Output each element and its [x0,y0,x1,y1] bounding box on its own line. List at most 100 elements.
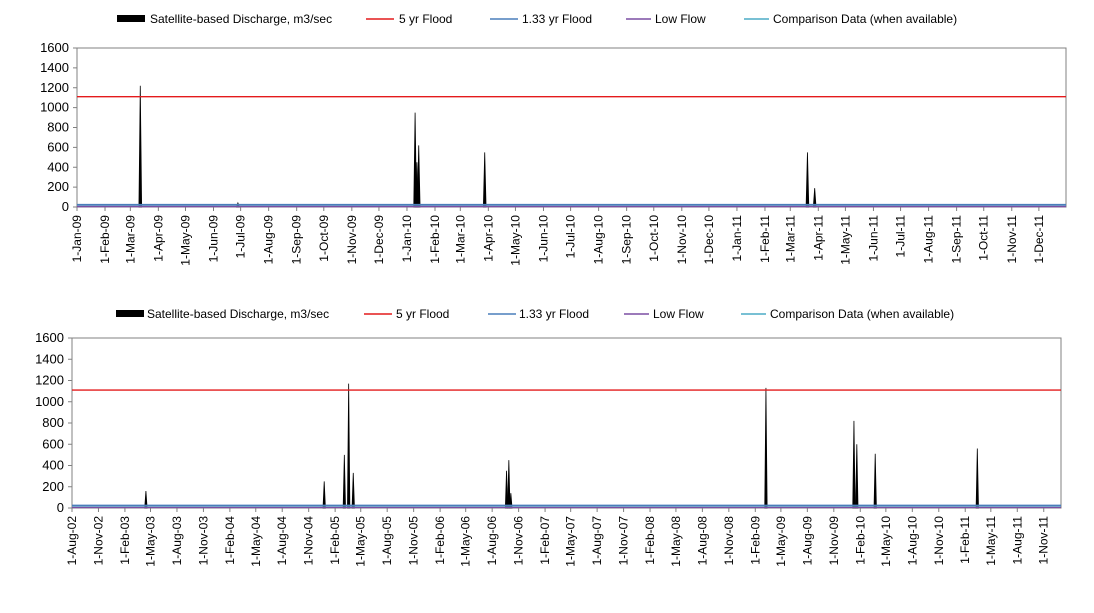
discharge-peak [975,448,979,509]
x-tick-label: 1-May-06 [459,516,473,567]
x-tick-label: 1-Nov-06 [512,516,526,566]
legend-swatch-discharge [116,310,144,317]
discharge-peak [507,460,511,509]
y-tick-label: 1600 [35,330,64,345]
y-tick-label: 400 [42,458,64,473]
x-tick-label: 1-May-10 [508,215,522,266]
y-tick-label: 1000 [35,394,64,409]
legend-label-comparison: Comparison Data (when available) [770,307,954,321]
y-tick-label: 0 [57,500,64,515]
x-tick-label: 1-Aug-10 [592,215,606,265]
x-tick-label: 1-Feb-08 [643,516,657,565]
x-tick-label: 1-Aug-10 [905,516,919,566]
x-tick-label: 1-Apr-10 [481,215,495,262]
x-tick-label: 1-Aug-03 [170,516,184,566]
x-tick-label: 1-Nov-11 [1005,215,1019,264]
x-tick-label: 1-May-08 [669,516,683,567]
x-tick-label: 1-Feb-03 [118,516,132,565]
x-tick-label: 1-Aug-05 [380,516,394,566]
x-tick-label: 1-Feb-07 [538,516,552,565]
x-tick-label: 1-May-07 [564,516,578,567]
y-tick-label: 1400 [35,351,64,366]
x-tick-label: 1-May-11 [838,215,852,265]
y-tick-label: 1600 [40,40,69,55]
x-tick-label: 1-Nov-10 [675,215,689,265]
legend-bottom: Satellite-based Discharge, m3/sec 5 yr F… [116,307,954,321]
discharge-peak [482,152,487,208]
discharge-peak [138,85,143,208]
x-tick-label: 1-Jul-11 [894,215,908,258]
x-tick-label: 1-Aug-07 [590,516,604,566]
legend-label-flood133: 1.33 yr Flood [519,307,589,321]
discharge-peak [322,481,326,509]
x-tick-label: 1-Mar-09 [123,215,137,264]
x-tick-label: 1-Nov-09 [827,516,841,566]
x-tick-label: 1-Jun-10 [536,215,550,263]
x-tick-label: 1-Nov-02 [91,516,105,566]
y-tick-label: 800 [47,120,69,135]
x-tick-label: 1-Aug-04 [275,516,289,566]
y-tick-label: 1400 [40,60,69,75]
x-tick-label: 1-Jul-09 [234,215,248,259]
x-tick-label: 1-Nov-05 [407,516,421,566]
x-tick-label: 1-Aug-11 [922,215,936,264]
x-tick-label: 1-Nov-09 [345,215,359,265]
discharge-peak [805,152,810,208]
legend-label-lowflow: Low Flow [655,12,706,26]
y-tick-label: 0 [62,199,69,214]
y-tick-label: 1200 [35,373,64,388]
x-tick-label: 1-Apr-09 [151,215,165,262]
discharge-peak [342,454,346,509]
x-tick-label: 1-Aug-09 [800,516,814,566]
chart-top: 0 200 400 600 800 1000 1200 1400 1600 1-Jan-09 1-F… [40,40,1067,266]
x-tick-label: 1-Mar-11 [783,215,797,263]
discharge-peak [873,453,877,509]
x-tick-label: 1-Apr-11 [811,215,825,261]
legend-top: Satellite-based Discharge, m3/sec 5 yr F… [117,12,957,26]
x-tick-label: 1-Jan-11 [730,215,744,262]
x-tick-label: 1-Oct-09 [317,215,331,262]
x-tick-label: 1-Jan-10 [400,215,414,263]
legend-label-flood133: 1.33 yr Flood [522,12,592,26]
x-tick-label: 1-Oct-11 [977,215,991,261]
legend-label-comparison: Comparison Data (when available) [773,12,957,26]
x-tick-label: 1-May-03 [144,516,158,567]
plot-area [76,47,1067,208]
x-tick-label: 1-Aug-08 [695,516,709,566]
chart-bottom: 0 200 400 600 800 1000 1200 1400 1600 1-Aug-02 1-N… [35,330,1062,567]
x-tick-label: 1-Jun-09 [207,215,221,263]
x-tick-label: 1-May-09 [774,516,788,567]
y-tick-label: 600 [42,436,64,451]
x-tick-label: 1-Nov-10 [932,516,946,566]
x-tick-label: 1-Aug-06 [485,516,499,566]
x-tick-label: 1-Nov-11 [1037,516,1051,565]
legend-label-flood5: 5 yr Flood [396,307,449,321]
x-tick-label: 1-May-11 [984,516,998,566]
x-tick-label: 1-Nov-03 [196,516,210,566]
x-tick-label: 1-Feb-10 [853,516,867,565]
y-tick-label: 1000 [40,100,69,115]
x-tick-label: 1-Dec-10 [702,215,716,265]
y-tick-label: 200 [47,179,69,194]
x-tick-label: 1-Aug-11 [1010,516,1024,565]
legend-label-lowflow: Low Flow [653,307,704,321]
discharge-peak [416,145,421,208]
plot-area [71,337,1062,509]
x-tick-label: 1-Aug-09 [262,215,276,265]
x-tick-label: 1-Jun-11 [866,215,880,262]
y-tick-label: 1200 [40,80,69,95]
x-tick-label: 1-May-04 [249,516,263,567]
x-tick-label: 1-May-09 [178,215,192,266]
x-tick-label: 1-Sep-09 [290,215,304,265]
x-tick-label: 1-Mar-10 [453,215,467,264]
x-tick-label: 1-Nov-07 [617,516,631,566]
x-tick-label: 1-Dec-11 [1032,215,1046,264]
legend-swatch-discharge [117,15,145,22]
x-tick-label: 1-Feb-04 [223,516,237,565]
x-tick-label: 1-Feb-05 [328,516,342,565]
discharge-peak [351,472,355,509]
discharge-peak [852,420,856,509]
x-tick-label: 1-Sep-10 [620,215,634,265]
